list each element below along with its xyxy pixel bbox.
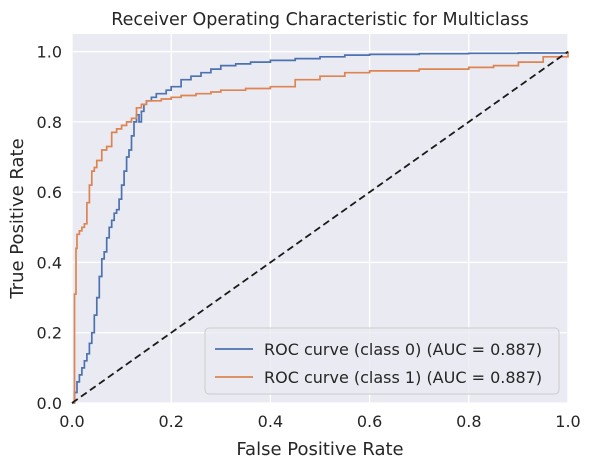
legend-box [204, 327, 560, 395]
chart-title: Receiver Operating Characteristic for Mu… [111, 10, 528, 30]
chance-diagonal-line [71, 50, 569, 404]
x-axis-label: False Positive Rate [236, 439, 403, 460]
x-tick-label: 0.4 [258, 412, 283, 431]
legend: ROC curve (class 0) (AUC = 0.887) ROC cur… [204, 327, 560, 395]
y-tick-label: 0.2 [37, 324, 62, 343]
grid-lines [71, 34, 569, 404]
y-tick-label: 0.8 [37, 113, 62, 132]
y-tick-label: 0.4 [37, 253, 62, 272]
series-lines [71, 50, 569, 404]
x-tick-label: 0.0 [59, 412, 84, 431]
x-tick-label: 1.0 [555, 412, 580, 431]
y-tick-label: 1.0 [37, 43, 62, 62]
tick-labels: 0.0 0.2 0.4 0.6 0.8 1.0 0.0 0.2 0.4 0.6 0.8 1.0 [37, 43, 581, 431]
roc-curve-class-1 [72, 51, 569, 404]
x-tick-label: 0.8 [456, 412, 481, 431]
legend-label-0: ROC curve (class 0) (AUC = 0.887) [264, 340, 542, 359]
x-tick-label: 0.6 [357, 412, 382, 431]
legend-label-1: ROC curve (class 1) (AUC = 0.887) [264, 368, 542, 387]
x-tick-label: 0.2 [158, 412, 183, 431]
y-tick-label: 0.6 [37, 183, 62, 202]
y-axis-label: True Positive Rate [7, 138, 28, 299]
y-tick-label: 0.0 [37, 394, 62, 413]
roc-curve-class-0 [72, 51, 569, 404]
